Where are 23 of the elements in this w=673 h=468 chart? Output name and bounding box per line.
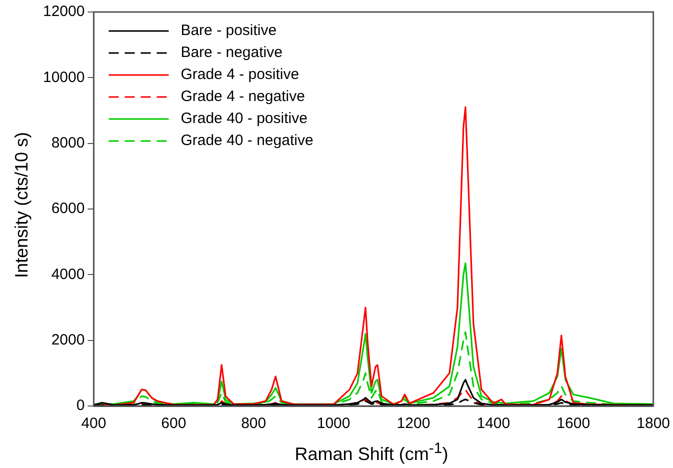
y-tick-label: 4000 xyxy=(51,266,85,283)
x-tick-label: 400 xyxy=(81,415,106,432)
x-tick-label: 1000 xyxy=(316,415,350,432)
y-tick-label: 6000 xyxy=(51,200,85,218)
x-tick-label: 1200 xyxy=(396,415,430,432)
x-tick-label: 800 xyxy=(241,415,266,432)
x-tick-label: 1600 xyxy=(556,415,590,432)
legend-label: Bare - positive xyxy=(180,22,277,40)
legend-label: Grade 40 - negative xyxy=(180,132,314,150)
x-tick-label: 600 xyxy=(161,415,186,432)
legend-label: Bare - negative xyxy=(180,44,282,62)
legend-label: Grade 40 - positive xyxy=(180,110,308,128)
y-axis-title: Intensity (cts/10 s) xyxy=(12,132,32,278)
y-tick-label: 8000 xyxy=(51,134,85,152)
y-tick-label: 12000 xyxy=(42,3,85,20)
legend-label: Grade 4 - negative xyxy=(180,88,305,106)
x-axis-title: Raman Shift (cm$^{-1}$) xyxy=(294,440,450,465)
y-tick-label: 10000 xyxy=(42,68,85,86)
legend-label: Grade 4 - positive xyxy=(180,66,300,84)
y-tick-label: 2000 xyxy=(51,331,85,348)
x-tick-label: 1400 xyxy=(476,415,510,432)
y-tick-label: 0 xyxy=(76,397,85,414)
x-tick-label: 1800 xyxy=(636,415,670,432)
